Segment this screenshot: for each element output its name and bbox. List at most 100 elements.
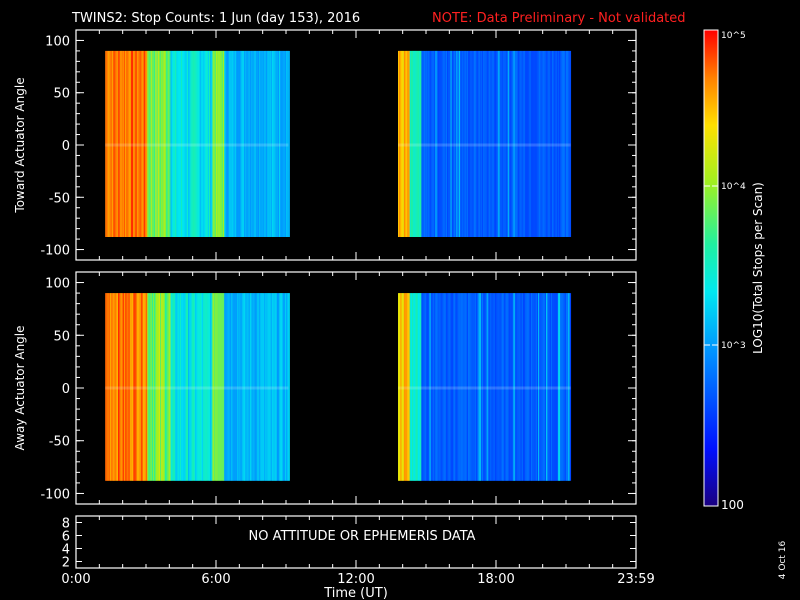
heatmap-column	[234, 50, 237, 238]
heatmap-column	[210, 293, 212, 481]
heatmap-column	[279, 50, 281, 238]
heatmap-column	[146, 50, 148, 238]
heatmap-column	[535, 50, 538, 238]
heatmap-column	[238, 50, 240, 238]
heatmap-column	[119, 50, 121, 238]
heatmap-column	[524, 50, 526, 238]
colorbar	[703, 29, 719, 507]
heatmap-column	[191, 293, 194, 481]
heatmap-column	[221, 50, 224, 238]
heatmap-column	[436, 50, 439, 238]
heatmap-column	[209, 50, 211, 238]
heatmap-column	[189, 293, 191, 481]
heatmap-column	[420, 293, 422, 481]
heatmap-column	[435, 50, 437, 238]
heatmap-column	[204, 50, 206, 238]
heatmap-column	[150, 50, 153, 238]
heatmap-column	[225, 50, 227, 238]
heatmap-column	[469, 50, 471, 238]
heatmap-column	[485, 50, 488, 238]
heatmap-column	[228, 50, 231, 238]
heatmap-column	[272, 293, 274, 481]
heatmap-column	[443, 293, 446, 481]
heatmap-column	[186, 293, 189, 481]
ephem-y-tick-label: 4	[62, 543, 70, 558]
heatmap-column	[506, 50, 509, 238]
heatmap-column	[224, 293, 226, 481]
heatmap-column	[287, 50, 289, 238]
heatmap-column	[423, 50, 426, 238]
heatmap-column	[252, 293, 254, 481]
heatmap-column	[422, 293, 425, 481]
heatmap-column	[476, 293, 478, 481]
heatmap-column	[111, 293, 113, 481]
heatmap-column	[135, 293, 138, 481]
heatmap-column	[191, 50, 194, 238]
heatmap-column	[197, 293, 199, 481]
heatmap-column	[161, 293, 163, 481]
heatmap-column	[461, 50, 463, 238]
heatmap-column	[216, 50, 218, 238]
heatmap-column	[184, 50, 187, 238]
heatmap-column	[543, 293, 546, 481]
heatmap-column	[450, 293, 453, 481]
heatmap-column	[487, 50, 490, 238]
heatmap-column	[560, 293, 562, 481]
heatmap-column	[505, 293, 507, 481]
heatmap-column	[280, 50, 282, 238]
heatmap-column	[185, 293, 188, 481]
heatmap-column	[489, 293, 491, 481]
x-tick-label: 18:00	[477, 572, 514, 587]
heatmap-column	[116, 293, 119, 481]
heatmap-column	[248, 50, 251, 238]
heatmap-column	[515, 50, 518, 238]
heatmap-column	[252, 50, 254, 238]
heatmap-column	[429, 50, 432, 238]
heatmap-column	[202, 293, 204, 481]
heatmap-column	[171, 50, 174, 238]
heatmap-column	[458, 50, 461, 238]
heatmap-column	[116, 50, 119, 238]
heatmap-column	[118, 50, 120, 238]
heatmap-column	[115, 293, 118, 481]
heatmap-column	[486, 50, 489, 238]
heatmap-column	[445, 50, 448, 238]
heatmap-column	[482, 50, 484, 238]
heatmap-column	[158, 293, 161, 481]
heatmap-column	[401, 293, 404, 481]
heatmap-column	[141, 50, 143, 238]
heatmap-column	[242, 50, 245, 238]
heatmap-column	[167, 293, 169, 481]
heatmap-column	[283, 50, 286, 238]
heatmap-column	[462, 293, 464, 481]
heatmap-column	[428, 50, 430, 238]
heatmap-column	[200, 50, 203, 238]
heatmap-column	[132, 50, 134, 238]
heatmap-column	[227, 50, 230, 238]
heatmap-column	[165, 293, 168, 481]
heatmap-column	[123, 50, 126, 238]
heatmap-column	[136, 50, 139, 238]
heatmap-column	[412, 50, 414, 238]
heatmap-column	[491, 50, 493, 238]
heatmap-column	[154, 50, 156, 238]
heatmap-column	[114, 293, 117, 481]
heatmap-column	[235, 50, 238, 238]
heatmap-column	[185, 50, 188, 238]
heatmap-column	[183, 50, 185, 238]
heatmap-column	[449, 50, 451, 238]
heatmap-column	[472, 50, 475, 238]
heatmap-column	[442, 293, 444, 481]
heatmap-column	[128, 50, 131, 238]
heatmap-column	[240, 50, 243, 238]
colorbar-tick-100: 100	[721, 498, 744, 512]
heatmap-column	[213, 50, 216, 238]
heatmap-column	[440, 293, 442, 481]
heatmap-column	[540, 293, 542, 481]
heatmap-column	[147, 50, 149, 238]
heatmap-column	[165, 50, 168, 238]
heatmap-column	[155, 50, 157, 238]
heatmap-column	[122, 293, 125, 481]
heatmap-column	[417, 50, 420, 238]
heatmap-column	[493, 50, 496, 238]
